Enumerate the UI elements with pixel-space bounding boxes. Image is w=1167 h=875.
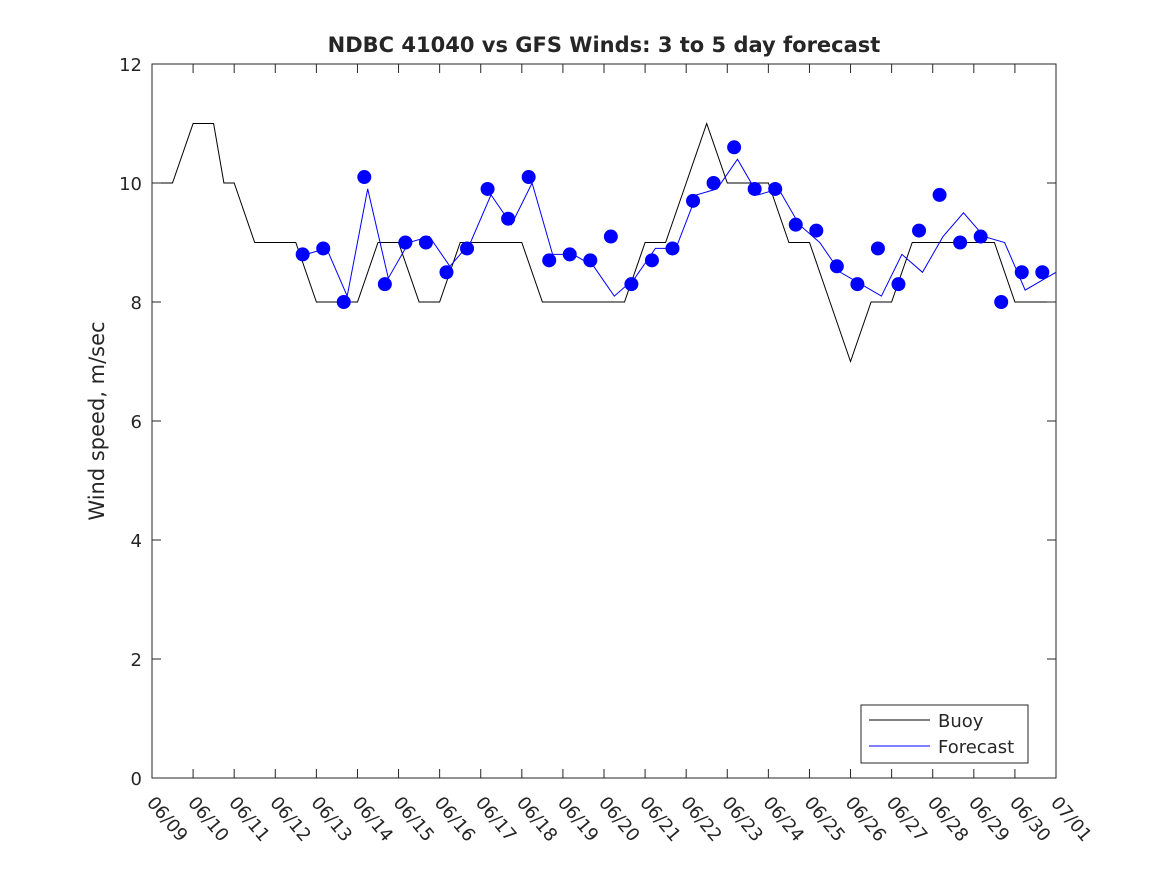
x-tick-label: 06/19 — [553, 793, 602, 846]
forecast-marker — [1035, 265, 1050, 280]
x-tick-label: 06/13 — [307, 793, 356, 846]
series-layer — [152, 121, 1057, 364]
forecast-marker — [418, 235, 433, 250]
y-tick-label: 8 — [131, 293, 142, 314]
forecast-marker — [316, 241, 331, 256]
x-tick-label: 06/10 — [183, 793, 232, 846]
forecast-marker — [727, 140, 742, 155]
forecast-marker — [809, 223, 824, 238]
forecast-marker — [398, 235, 413, 250]
forecast-marker — [603, 229, 618, 244]
x-tick-label: 06/21 — [635, 793, 684, 846]
x-tick-label: 06/18 — [512, 793, 561, 846]
forecast-marker — [870, 241, 885, 256]
forecast-marker — [994, 295, 1009, 309]
forecast-marker — [768, 181, 783, 196]
forecast-marker — [706, 176, 721, 190]
forecast-marker — [973, 229, 988, 244]
x-tick-label: 06/23 — [717, 793, 766, 846]
plot-area — [152, 64, 1056, 778]
x-tick-label: 06/24 — [759, 793, 808, 846]
forecast-marker — [377, 277, 392, 292]
forecast-marker — [521, 170, 536, 185]
forecast-marker — [788, 217, 803, 232]
forecast-marker — [829, 259, 844, 274]
x-tick-label: 06/25 — [800, 793, 849, 846]
y-axis-label: Wind speed, m/sec — [85, 321, 109, 520]
forecast-marker — [953, 235, 968, 250]
forecast-marker — [336, 295, 351, 309]
x-tick-label: 06/17 — [471, 793, 520, 846]
x-tick-label: 06/29 — [964, 793, 1013, 846]
forecast-marker — [644, 253, 659, 268]
y-tick-label: 12 — [119, 55, 142, 76]
forecast-marker — [1014, 265, 1029, 280]
x-tick-label: 06/15 — [389, 793, 438, 846]
forecast-marker — [850, 277, 865, 292]
x-tick-label: 06/22 — [676, 793, 725, 846]
y-tick-label: 6 — [131, 412, 142, 433]
x-tick-label: 06/26 — [841, 793, 890, 846]
forecast-marker — [912, 223, 927, 238]
forecast-marker — [460, 241, 475, 256]
forecast-marker — [891, 277, 906, 292]
y-tick-label: 4 — [131, 531, 142, 552]
forecast-marker — [439, 265, 454, 280]
legend: Buoy Forecast — [860, 704, 1029, 764]
x-tick-label: 06/14 — [348, 793, 397, 846]
forecast-marker — [686, 193, 701, 208]
forecast-marker — [747, 181, 762, 196]
forecast-marker — [562, 247, 577, 262]
x-tick-label: 06/27 — [882, 793, 931, 846]
chart-title: NDBC 41040 vs GFS Winds: 3 to 5 day fore… — [328, 33, 881, 57]
forecast-marker — [583, 253, 598, 268]
forecast-marker — [480, 181, 495, 196]
x-tick-label: 06/16 — [430, 793, 479, 846]
forecast-marker — [932, 187, 947, 202]
legend-buoy-label: Buoy — [938, 711, 984, 732]
forecast-marker — [501, 211, 516, 226]
forecast-marker — [665, 241, 680, 256]
legend-box — [860, 704, 1029, 764]
x-tick-label: 06/30 — [1005, 793, 1054, 846]
y-tick-label: 0 — [131, 769, 142, 790]
x-tick-label: 06/28 — [923, 793, 972, 846]
y-tick-label: 10 — [119, 174, 142, 195]
x-tick-label: 06/20 — [594, 793, 643, 846]
x-tick-label: 07/01 — [1046, 793, 1095, 846]
y-tick-label: 2 — [131, 650, 142, 671]
forecast-marker — [542, 253, 557, 268]
x-tick-label: 06/11 — [224, 793, 273, 846]
x-tick-label: 06/09 — [142, 793, 191, 846]
x-tick-label: 06/12 — [265, 793, 314, 846]
forecast-marker — [624, 277, 639, 292]
legend-forecast-label: Forecast — [938, 737, 1014, 758]
forecast-marker — [295, 247, 310, 262]
forecast-marker — [357, 170, 372, 185]
